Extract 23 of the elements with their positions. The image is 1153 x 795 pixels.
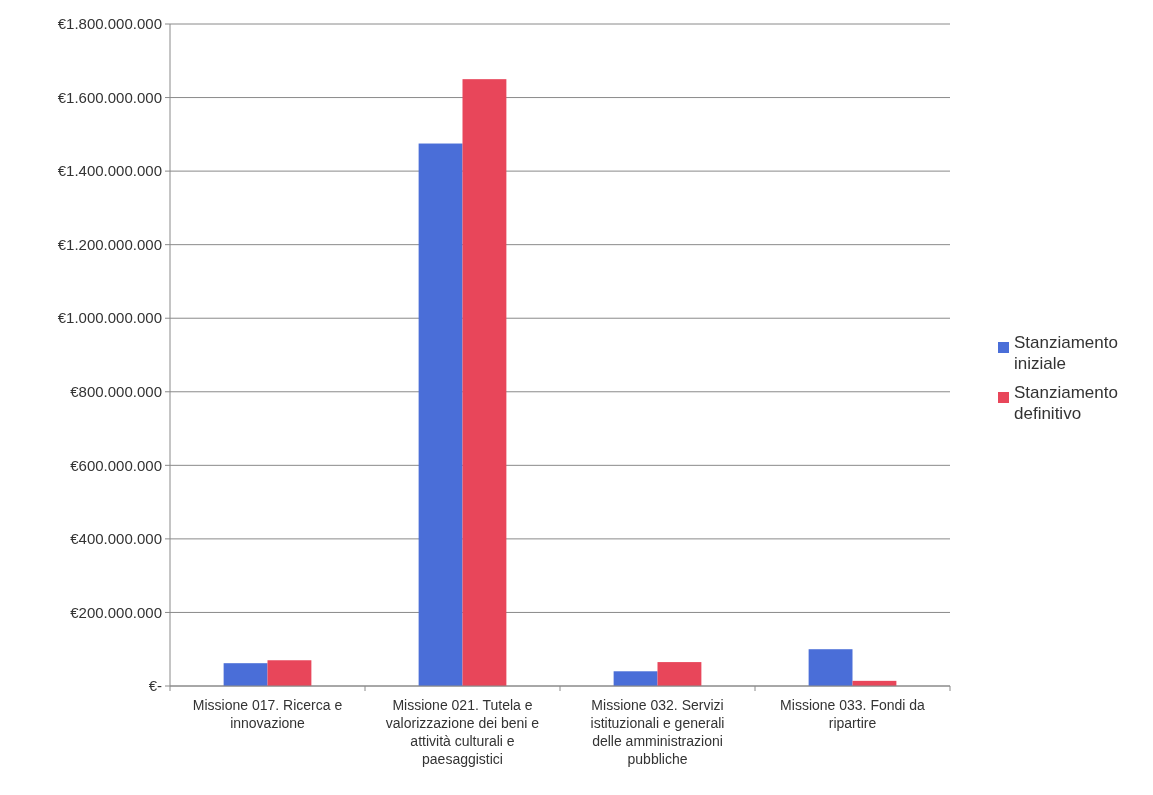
bar — [267, 660, 312, 686]
bar — [657, 662, 702, 686]
x-tick-label: Missione 017. Ricerca e innovazione — [192, 697, 343, 731]
y-tick-label: €800.000.000 — [70, 383, 162, 401]
bar — [613, 671, 658, 686]
legend-label: Stanziamento definitivo — [1014, 383, 1118, 423]
bar — [418, 143, 463, 686]
y-tick-label: €600.000.000 — [70, 456, 162, 474]
y-tick-label: €- — [148, 677, 162, 695]
y-tick-label: €400.000.000 — [70, 530, 162, 548]
x-tick-label: Missione 032. Servizi istituzionali e generali delle amministrazioni pubbliche — [590, 697, 725, 767]
x-tick-label: Missione 021. Tutela e valorizzazione dei beni e attività culturali e paesaggistici — [385, 697, 540, 767]
bar — [223, 663, 268, 686]
y-tick-label: €200.000.000 — [70, 603, 162, 621]
y-tick-label: €1.200.000.000 — [57, 235, 162, 253]
y-tick-label: €1.400.000.000 — [57, 162, 162, 180]
legend-label: Stanziamento iniziale — [1014, 333, 1118, 373]
x-tick-label: Missione 033. Fondi da ripartire — [780, 697, 926, 731]
y-tick-label: €1.000.000.000 — [57, 309, 162, 327]
bar — [808, 649, 853, 686]
y-tick-label: €1.800.000.000 — [57, 15, 162, 33]
y-tick-label: €1.600.000.000 — [57, 88, 162, 106]
bar — [462, 79, 507, 686]
